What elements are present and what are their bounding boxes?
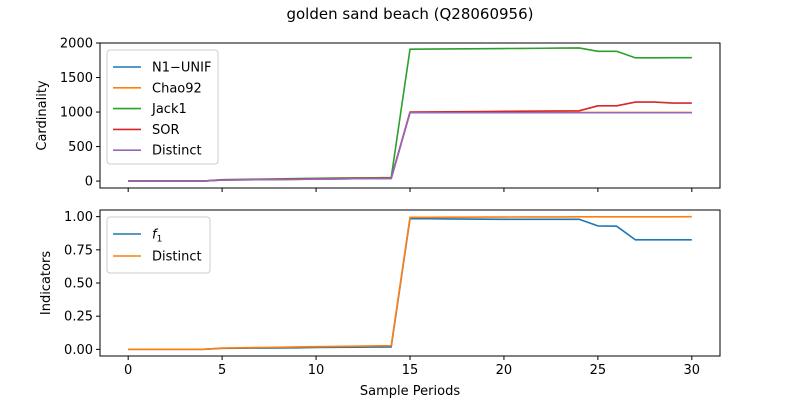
series-line-distinct bbox=[128, 111, 692, 182]
x-axis-label: Sample Periods bbox=[360, 384, 460, 399]
x-tick-label: 30 bbox=[684, 363, 701, 378]
indicators-panel: 0 5 10 15 20 25 30 0.00 0.25 0.50 0.75 1.00 Indicato… bbox=[39, 209, 721, 399]
y-tick-label: 0.50 bbox=[64, 277, 93, 292]
y-axis-label: Cardinality bbox=[35, 80, 50, 151]
y-tick-label: 1.00 bbox=[64, 210, 93, 225]
x-tick-label: 0 bbox=[124, 363, 132, 378]
legend-box bbox=[106, 49, 219, 165]
y-tick-label: 0.25 bbox=[64, 310, 93, 325]
x-tick-label: 25 bbox=[590, 363, 607, 378]
y-tick-label: 1000 bbox=[60, 106, 93, 121]
y-tick-label: 1500 bbox=[60, 71, 93, 86]
y-tick-label: 0.75 bbox=[64, 243, 93, 258]
y-tick-label: 500 bbox=[68, 140, 93, 155]
x-tick-label: 20 bbox=[496, 363, 513, 378]
x-tick-label: 10 bbox=[308, 363, 325, 378]
legend-box bbox=[106, 216, 211, 274]
legend: N1−UNIF Chao92 Jack1 SOR Distinct bbox=[106, 49, 219, 165]
x-tick-label: 15 bbox=[402, 363, 419, 378]
figure-title: golden sand beach (Q28060956) bbox=[286, 5, 533, 23]
legend-label-n1-unif: N1−UNIF bbox=[152, 61, 211, 76]
x-tick-label: 5 bbox=[218, 363, 226, 378]
legend-label-distinct: Distinct bbox=[152, 250, 202, 265]
y-axis-label: Indicators bbox=[39, 251, 54, 315]
y-tick-label: 2000 bbox=[60, 37, 93, 52]
legend-label-distinct: Distinct bbox=[152, 144, 202, 159]
legend-label-jack1: Jack1 bbox=[151, 102, 187, 117]
legend: f1 Distinct bbox=[106, 216, 211, 274]
y-tick-label: 0.00 bbox=[64, 343, 93, 358]
series-line-distinct bbox=[128, 215, 692, 351]
y-tick-label: 0 bbox=[85, 175, 93, 190]
legend-label-sor: SOR bbox=[152, 123, 180, 138]
cardinality-panel: 0 500 1000 1500 2000 Cardinality N1−UNIF Chao92… bbox=[35, 37, 721, 192]
legend-label-chao92: Chao92 bbox=[152, 81, 202, 96]
legend-label-f: f1 bbox=[152, 228, 162, 245]
